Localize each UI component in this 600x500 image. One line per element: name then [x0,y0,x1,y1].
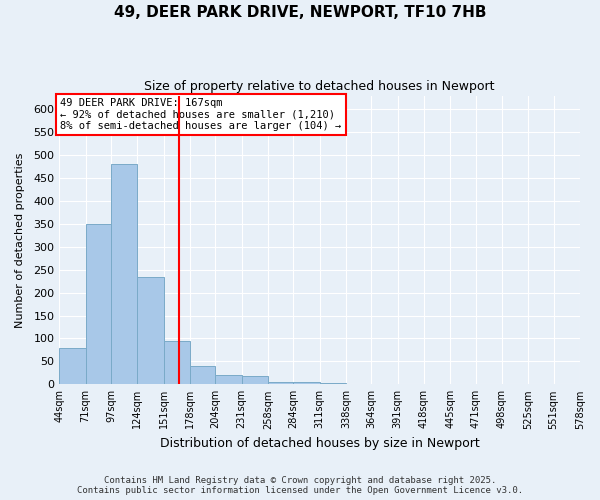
X-axis label: Distribution of detached houses by size in Newport: Distribution of detached houses by size … [160,437,479,450]
Text: Contains HM Land Registry data © Crown copyright and database right 2025.
Contai: Contains HM Land Registry data © Crown c… [77,476,523,495]
Title: Size of property relative to detached houses in Newport: Size of property relative to detached ho… [145,80,495,93]
Bar [215,375,242,384]
Bar [293,382,320,384]
Bar [190,366,215,384]
Bar [268,382,293,384]
Text: 49 DEER PARK DRIVE: 167sqm
← 92% of detached houses are smaller (1,210)
8% of se: 49 DEER PARK DRIVE: 167sqm ← 92% of deta… [60,98,341,131]
Bar [164,341,190,384]
Bar [111,164,137,384]
Y-axis label: Number of detached properties: Number of detached properties [15,152,25,328]
Text: 49, DEER PARK DRIVE, NEWPORT, TF10 7HB: 49, DEER PARK DRIVE, NEWPORT, TF10 7HB [114,5,486,20]
Bar [86,224,111,384]
Bar [137,276,164,384]
Bar [59,348,86,385]
Bar [242,376,268,384]
